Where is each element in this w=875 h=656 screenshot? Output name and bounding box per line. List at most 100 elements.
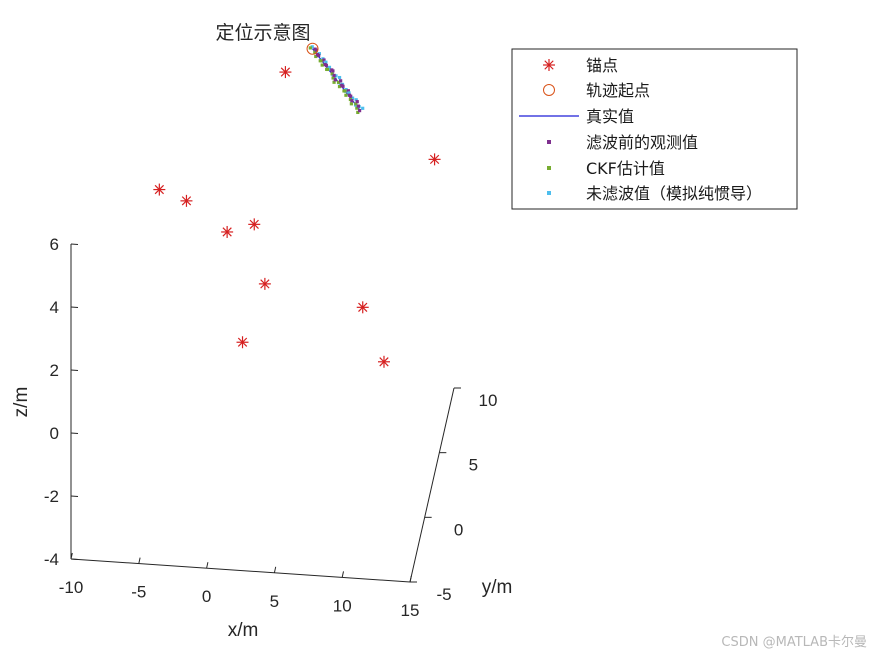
observation-point	[314, 48, 318, 52]
anchor-point	[248, 218, 261, 231]
ins-point	[354, 98, 358, 102]
z-tick-mark	[70, 369, 79, 371]
observation-point	[322, 58, 326, 62]
ckf-point	[326, 67, 330, 72]
z-axis-label: z/m	[11, 387, 32, 418]
ckf-point	[332, 80, 336, 84]
anchor-point	[279, 66, 292, 79]
y-tick-label: 10	[479, 391, 498, 410]
ckf-point	[349, 102, 353, 106]
y-tick-label: -5	[436, 585, 451, 604]
ckf-point	[355, 106, 359, 110]
legend-label: 真实值	[586, 107, 634, 126]
ckf-point	[319, 59, 323, 63]
ins-point	[327, 65, 332, 69]
z-tick-mark	[70, 495, 79, 497]
observation-point	[357, 109, 362, 113]
ckf-point	[336, 80, 341, 84]
observation-point	[346, 89, 350, 93]
ckf-point	[314, 54, 318, 59]
observation-point	[339, 79, 343, 83]
ckf-point	[343, 89, 347, 93]
x-tick-label: -5	[131, 583, 146, 602]
x-tick-label: 15	[401, 601, 420, 620]
ckf-point	[330, 72, 334, 76]
ins-point	[351, 96, 355, 100]
x-tick-label: 5	[270, 592, 279, 611]
ckf-point	[308, 46, 312, 50]
x-tick-label: -10	[59, 578, 84, 597]
z-tick-mark	[70, 306, 79, 308]
ckf-point	[313, 50, 317, 54]
legend-label: CKF估计值	[586, 159, 665, 178]
x-axis-line	[70, 558, 411, 583]
x-tick-mark	[70, 552, 73, 560]
x-tick-mark	[409, 575, 412, 583]
z-tick-mark	[70, 432, 79, 434]
ins-point	[324, 60, 328, 64]
z-tick-label: 4	[50, 298, 59, 317]
y-axis-line	[409, 387, 455, 583]
ins-point	[317, 52, 321, 56]
z-tick-label: -4	[44, 550, 59, 569]
ckf-point	[356, 110, 360, 115]
anchor-point	[153, 183, 166, 196]
anchor-point	[428, 153, 441, 166]
y-tick-label: 0	[454, 520, 463, 539]
x-tick-mark	[273, 566, 277, 573]
z-tick-label: 0	[50, 424, 59, 443]
legend-square-marker	[547, 191, 551, 195]
legend-label: 滤波前的观测值	[586, 133, 698, 152]
observation-point	[317, 53, 321, 58]
ckf-point	[320, 63, 324, 67]
observation-point	[350, 99, 354, 103]
ckf-point	[337, 85, 342, 89]
observation-point	[356, 104, 361, 108]
anchor-point	[377, 355, 390, 368]
observation-point	[349, 94, 353, 98]
legend-start-marker	[543, 84, 555, 96]
observation-point	[331, 69, 335, 73]
x-tick-label: 0	[202, 587, 211, 606]
legend-square-marker	[547, 166, 551, 170]
y-tick-label: 5	[469, 456, 478, 475]
ins-point	[361, 106, 365, 110]
ckf-point	[344, 93, 348, 97]
watermark: CSDN @MATLAB卡尔曼	[721, 635, 867, 650]
x-tick-label: 10	[333, 596, 352, 615]
anchor-point	[221, 225, 234, 238]
anchor-point	[258, 277, 271, 290]
legend-label: 未滤波值（模拟纯惯导）	[586, 184, 762, 203]
z-tick-label: 2	[50, 361, 59, 380]
x-tick-mark	[138, 557, 141, 564]
observation-point	[355, 100, 359, 104]
z-tick-label: 6	[50, 235, 59, 254]
plot-area	[153, 42, 441, 368]
legend-box	[511, 48, 798, 210]
observation-point	[341, 84, 345, 88]
ins-point	[334, 74, 338, 78]
x-tick-mark	[206, 562, 209, 569]
chart-title: 定位示意图	[215, 22, 310, 44]
legend-square-marker	[547, 140, 551, 144]
anchor-point	[356, 301, 369, 314]
y-axis-label: y/m	[482, 577, 513, 598]
observation-point	[333, 78, 337, 82]
anchor-point	[236, 336, 249, 349]
ckf-point	[331, 76, 335, 80]
ins-point	[347, 91, 351, 95]
legend-label: 轨迹起点	[586, 81, 650, 100]
axes: -10 -5 0 5 10 15 -5 0 5 10 -4 -2 0 2 4 6	[44, 235, 498, 620]
observation-point	[324, 63, 328, 68]
z-tick-label: -2	[44, 487, 59, 506]
z-tick-mark	[70, 243, 79, 245]
ins-point	[310, 45, 314, 49]
legend-label: 锚点	[586, 56, 618, 75]
x-axis-label: x/m	[228, 620, 259, 641]
legend-anchor-marker	[543, 59, 555, 71]
observation-point	[332, 73, 336, 77]
anchor-point	[180, 194, 193, 207]
ins-point	[337, 75, 342, 80]
